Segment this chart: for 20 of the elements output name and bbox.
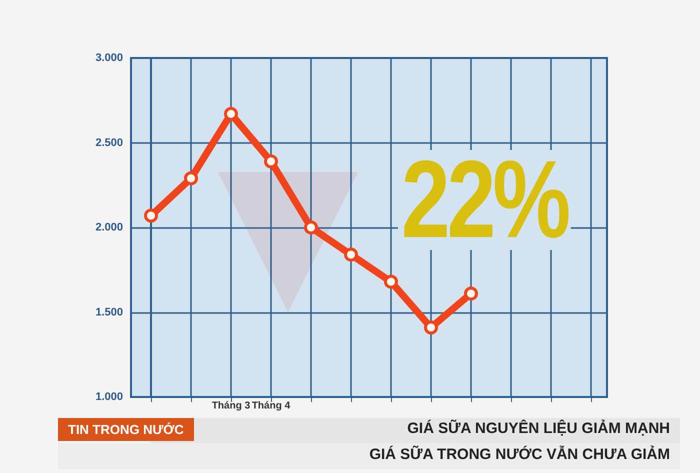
text: GIÁ SỮA NGUYÊN LIỆU GIẢM MẠNH [407,420,670,437]
point [184,171,198,186]
text: GIÁ SỮA TRONG NƯỚC VẪN CHƯA GIẢM [369,446,670,463]
x-tick-label: Tháng 4 [252,400,291,412]
point [264,154,278,168]
y-tick-label: 2.500 [95,136,123,149]
point [344,248,358,262]
point [424,320,438,334]
text: TIN TRONG NƯỚC [58,418,194,441]
y-tick-label: 1.000 [95,391,123,403]
point [304,220,318,234]
y-tick-label: 2.000 [95,222,123,234]
y-tick-label: 1.500 [95,306,123,318]
point [224,106,238,121]
point [384,274,398,289]
point [464,286,478,301]
annotation: 22% [400,138,570,261]
y-tick-label: 3.000 [95,52,123,64]
x-tick-label: Tháng 3 [212,400,251,412]
point [144,208,158,223]
